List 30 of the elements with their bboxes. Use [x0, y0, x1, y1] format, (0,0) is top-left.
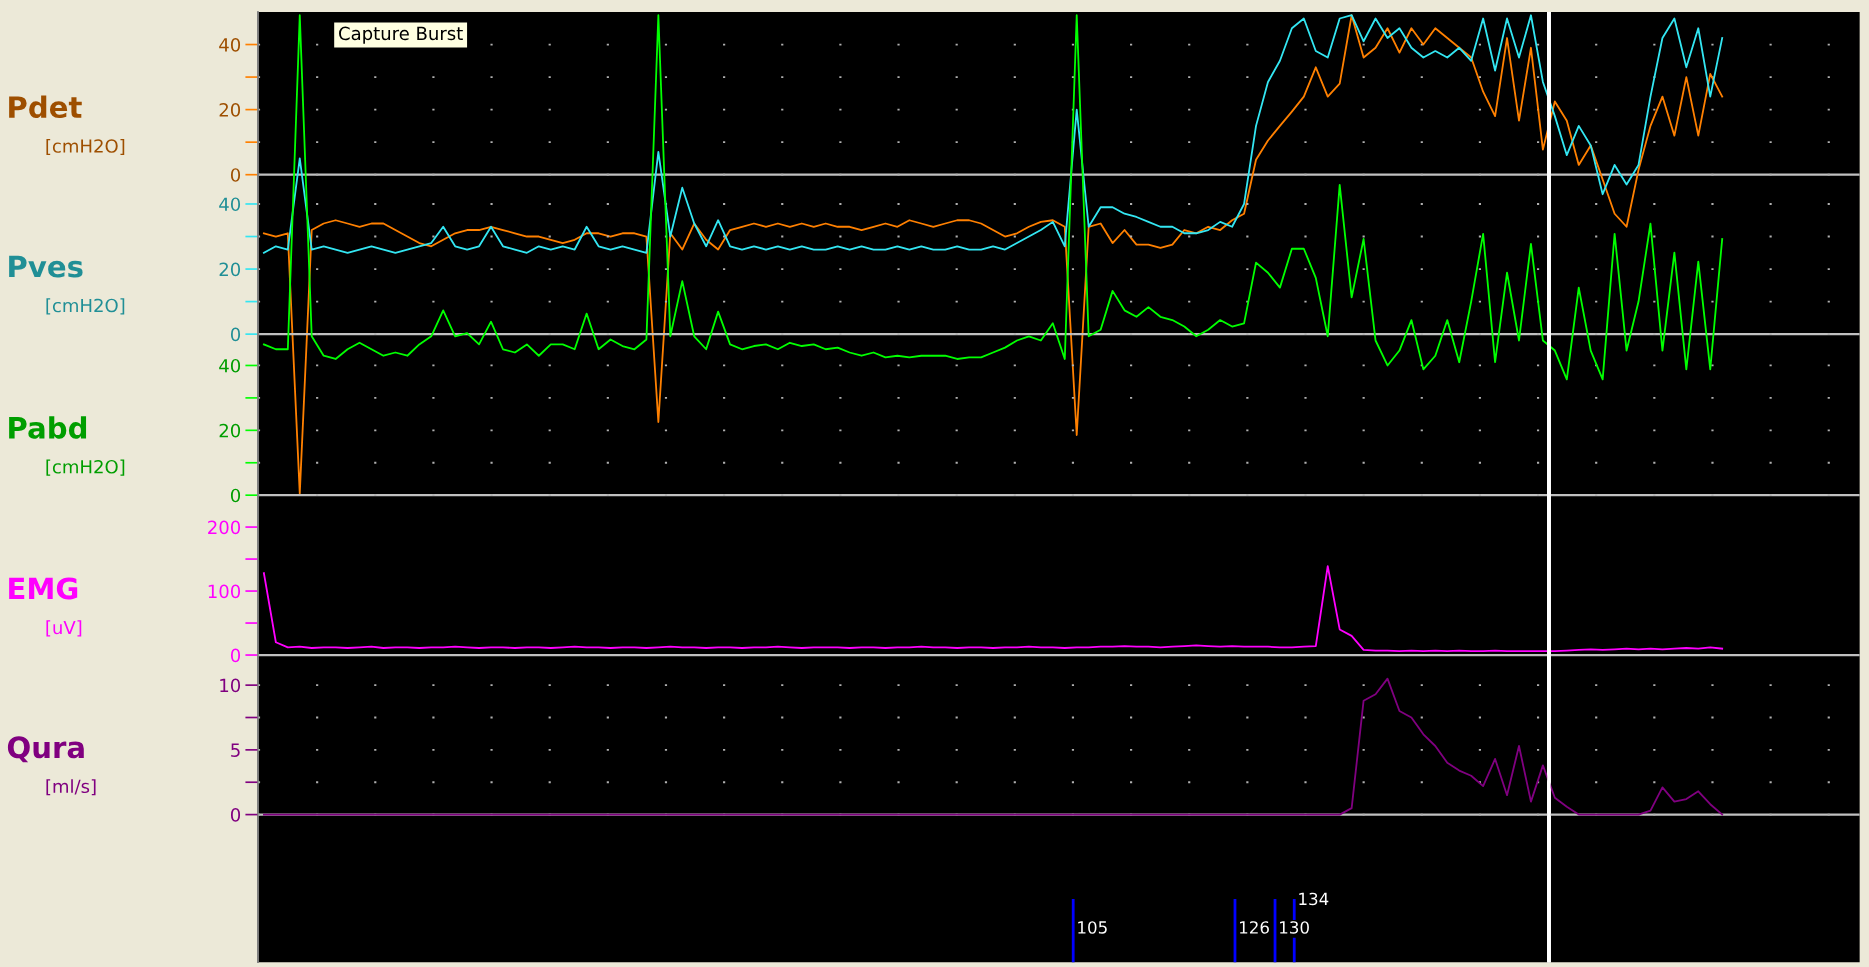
y-tick-label: 40 [219, 197, 241, 212]
y-axis-title: Pabd [9, 416, 87, 439]
y-tick-label: 200 [208, 520, 241, 535]
y-tick-label: 20 [219, 262, 241, 277]
y-tick-label: 0 [230, 808, 241, 822]
y-tick-label: 0 [230, 488, 241, 503]
y-tick-label: 0 [230, 168, 241, 182]
y-axis-title: Pdet [9, 95, 82, 119]
y-tick-label: 40 [219, 37, 241, 52]
y-tick-label: 5 [231, 743, 240, 757]
text: [cmH2O] [46, 138, 125, 155]
y-axis-title: EMG [9, 577, 78, 600]
y-tick-label: 10 [220, 678, 241, 693]
y-tick-label: 0 [230, 648, 241, 663]
text: [cmH2O] [46, 298, 125, 315]
y-axis-title: Pves [9, 255, 83, 278]
y-tick-label: 40 [219, 358, 241, 373]
text: [uV] [46, 620, 82, 637]
y-tick-label: 20 [219, 103, 241, 117]
annotation: 126 [1240, 921, 1269, 934]
annotation: 105 [1078, 921, 1107, 934]
y-tick-label: 20 [219, 423, 241, 438]
y-tick-label: 0 [230, 327, 241, 342]
annotation: 130 [1280, 921, 1309, 934]
y-tick-label: 100 [208, 584, 241, 599]
annotation: Capture Burst [339, 26, 463, 44]
y-axis-title: Qura [7, 736, 84, 763]
text: [cmH2O] [46, 459, 125, 476]
text: [ml/s] [46, 779, 96, 796]
annotation: 134 [1299, 892, 1329, 906]
